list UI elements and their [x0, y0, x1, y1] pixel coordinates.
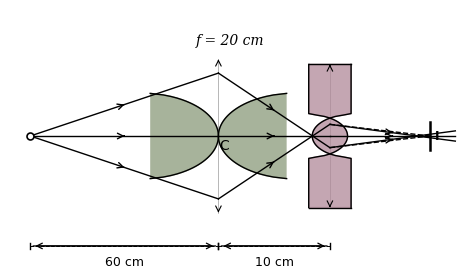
Text: 10 cm: 10 cm	[255, 256, 294, 269]
Text: C: C	[219, 139, 229, 153]
Polygon shape	[309, 64, 351, 208]
Text: 60 cm: 60 cm	[105, 256, 144, 269]
Text: I: I	[435, 129, 440, 143]
Text: f = 20 cm: f = 20 cm	[196, 34, 264, 48]
